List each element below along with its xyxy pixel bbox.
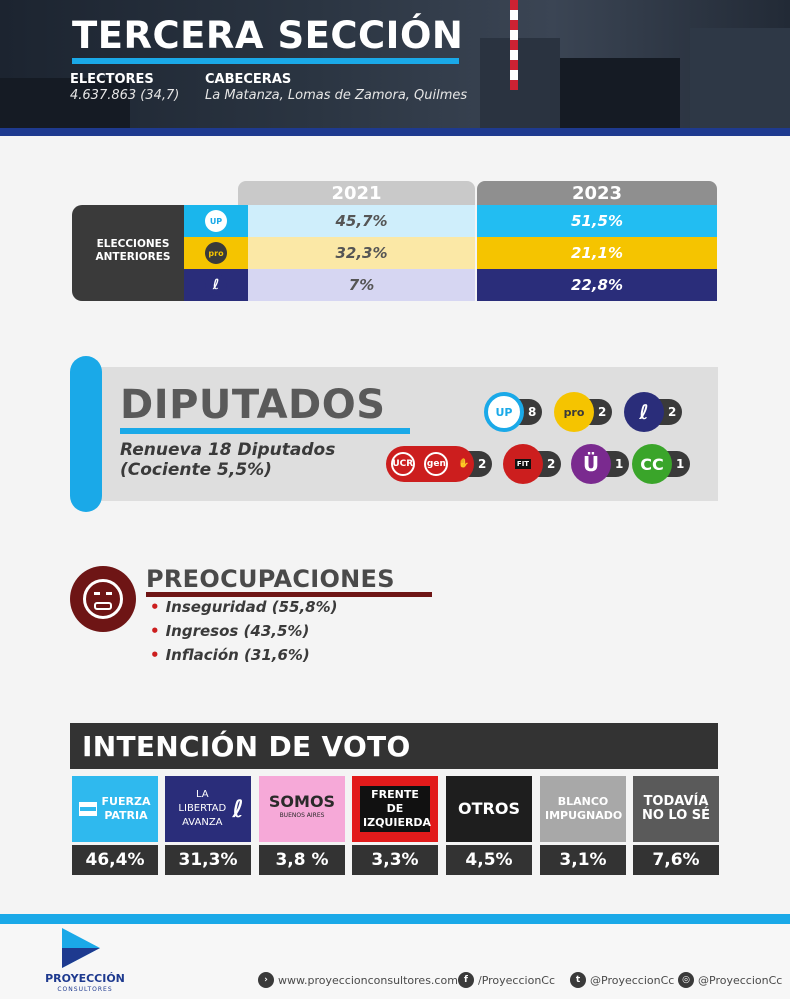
year-header-2021: 2021 (238, 181, 475, 207)
libertad-avanza-logo-icon: ℓ (232, 795, 244, 823)
footer (0, 924, 790, 999)
twitter-icon: t (570, 972, 586, 988)
diputados-underline (120, 428, 410, 434)
result-2021-lla: 7% (248, 269, 475, 301)
argentina-flag-icon (79, 802, 97, 816)
brand-name: PROYECCIÓN (45, 972, 125, 985)
candidate-somos: SOMOS BUENOS AIRES (259, 776, 345, 842)
electores-value: 4.637.863 (34,7) (70, 88, 180, 103)
seat-badge-cc: CC 1 (632, 444, 691, 484)
vote-pct-frente-izquierda: 3,3% (352, 845, 438, 875)
vote-pct-otros: 4,5% (446, 845, 532, 875)
seat-badge-u: Ü 1 (571, 444, 630, 484)
diputados-accent-pill (70, 356, 102, 512)
header-banner (0, 0, 790, 128)
result-2021-up: 45,7% (248, 205, 475, 237)
vote-pct-blanco-impugnado: 3,1% (540, 845, 626, 875)
preocupaciones-underline (146, 592, 432, 597)
preocupaciones-title: PREOCUPACIONES (146, 565, 395, 593)
instagram-link[interactable]: ◎ @ProyeccionCc (678, 971, 782, 989)
vote-pct-fuerza-patria: 46,4% (72, 845, 158, 875)
party-logo-cell: ℓ (184, 269, 248, 301)
seat-badge-fit: FIT 2 (503, 444, 562, 484)
elecciones-label: ELECCIONES ANTERIORES (95, 238, 171, 263)
result-2023-up: 51,5% (477, 205, 717, 237)
proyeccion-logo-shade (62, 948, 100, 968)
pro-logo-icon: pro (554, 392, 594, 432)
twitter-link[interactable]: t @ProyeccionCc (570, 971, 674, 989)
union-por-la-patria-logo-icon: UP (484, 392, 524, 432)
intencion-title: INTENCIÓN DE VOTO (82, 730, 411, 763)
candidate-todavia-no-lo-se: TODAVÍA NO LO SÉ (633, 776, 719, 842)
party-logo-cell: pro (184, 237, 248, 269)
website-link[interactable]: › www.proyeccionconsultores.com.ar (258, 971, 473, 989)
instagram-icon: ◎ (678, 972, 694, 988)
frente-izquierda-logo-icon: FIT (503, 444, 543, 484)
candidate-fuerza-patria: FUERZA PATRIA (72, 776, 158, 842)
result-2023-lla: 22,8% (477, 269, 717, 301)
diputados-cociente: (Cociente 5,5%) (120, 460, 272, 480)
antenna-tower (510, 0, 518, 90)
diputados-subtitle: Renueva 18 Diputados (Cociente 5,5%) (120, 440, 335, 480)
vote-pct-somos: 3,8 % (259, 845, 345, 875)
candidate-frente-izquierda: FRENTE DE IZQUIERDA (352, 776, 438, 842)
result-2023-pro: 21,1% (477, 237, 717, 269)
candidate-blanco-impugnado: BLANCO IMPUGNADO (540, 776, 626, 842)
diputados-title: DIPUTADOS (120, 382, 386, 428)
party-logo-cell: UP (184, 205, 248, 237)
electores-label: ELECTORES (70, 72, 154, 87)
coalicion-civica-logo-icon: CC (632, 444, 672, 484)
intencion-header-bar (70, 723, 718, 769)
preocupacion-item: • Ingresos (43,5%) (150, 622, 310, 640)
libertad-avanza-logo-icon: ℓ (624, 392, 664, 432)
seat-badge-pro: pro 2 (554, 392, 613, 432)
union-por-la-patria-logo-icon: UP (205, 210, 227, 232)
face-outline (83, 579, 123, 619)
diputados-renueva: Renueva 18 Diputados (120, 440, 336, 460)
skyline-shape (480, 38, 560, 128)
seat-badge-ucr-gen: UCR gen ✋ 2 (386, 444, 493, 484)
vote-pct-libertad-avanza: 31,3% (165, 845, 251, 875)
skyline-shape (690, 28, 790, 128)
title-underline (72, 58, 459, 64)
skyline-shape (560, 58, 680, 128)
libertad-avanza-logo-icon: ℓ (205, 274, 227, 296)
u-party-logo-icon: Ü (571, 444, 611, 484)
vote-pct-todavia-no-lo-se: 7,6% (633, 845, 719, 875)
seat-badge-up: UP 8 (484, 392, 543, 432)
year-header-2023: 2023 (477, 181, 717, 207)
chevron-right-icon: › (258, 972, 274, 988)
candidate-otros: OTROS (446, 776, 532, 842)
result-2021-pro: 32,3% (248, 237, 475, 269)
candidate-libertad-avanza: LA LIBERTAD AVANZA ℓ (165, 776, 251, 842)
seat-badge-lla: ℓ 2 (624, 392, 683, 432)
skyline-shape (0, 78, 130, 128)
pro-logo-icon: pro (205, 242, 227, 264)
preocupacion-item: • Inflación (31,6%) (150, 646, 310, 664)
facebook-link[interactable]: f /ProyeccionCc (458, 971, 555, 989)
header-stripe (0, 128, 790, 136)
brand-subtitle: CONSULTORES (57, 986, 113, 993)
worried-face-icon (70, 566, 136, 632)
ucr-gen-logo-icon: UCR gen ✋ (386, 446, 474, 482)
preocupacion-item: • Inseguridad (55,8%) (150, 598, 338, 616)
footer-stripe (0, 914, 790, 924)
cabeceras-value: La Matanza, Lomas de Zamora, Quilmes (205, 88, 468, 103)
facebook-icon: f (458, 972, 474, 988)
page-title: TERCERA SECCIÓN (72, 14, 464, 57)
cabeceras-label: CABECERAS (205, 72, 292, 87)
